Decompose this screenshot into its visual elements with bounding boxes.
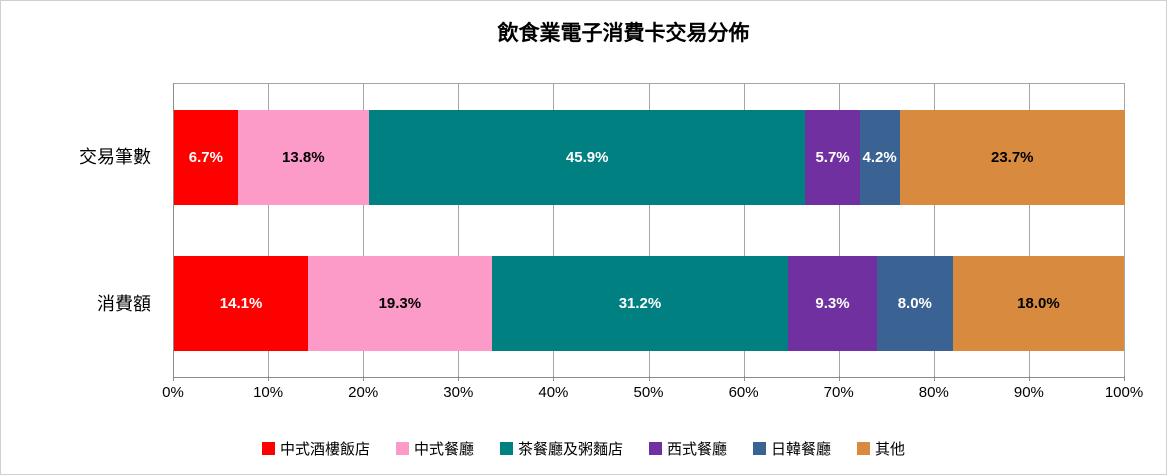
legend-swatch bbox=[649, 442, 662, 455]
axis-tick bbox=[173, 376, 174, 381]
x-tick-label: 80% bbox=[918, 384, 949, 401]
bar-segment: 18.0% bbox=[952, 256, 1124, 352]
legend-item: 茶餐廳及粥麵店 bbox=[499, 438, 623, 459]
segment-value-label: 45.9% bbox=[565, 148, 609, 166]
gridline bbox=[648, 84, 650, 377]
legend-label: 其他 bbox=[875, 441, 906, 458]
bar-segment: 23.7% bbox=[899, 109, 1125, 205]
gridline bbox=[933, 84, 935, 377]
legend-item: 日韓餐廳 bbox=[753, 438, 831, 459]
gridline bbox=[1028, 84, 1030, 377]
bar-segment: 5.7% bbox=[805, 109, 860, 205]
axis-tick bbox=[363, 376, 365, 381]
legend-label: 日韓餐廳 bbox=[771, 441, 832, 458]
bar-segment: 4.2% bbox=[859, 109, 900, 205]
gridline bbox=[838, 84, 840, 377]
axis-tick bbox=[1124, 376, 1125, 381]
segment-value-label: 14.1% bbox=[219, 295, 263, 313]
legend-label: 西式餐廳 bbox=[667, 441, 728, 458]
bar-row: 14.1% 19.3% 31.2% 9.3% 8.0% 18.0% bbox=[174, 256, 1125, 352]
segment-value-label: 6.7% bbox=[188, 148, 223, 166]
chart-title: 飲食業電子消費卡交易分佈 bbox=[497, 22, 750, 45]
legend-swatch bbox=[753, 442, 767, 455]
bar-segment: 19.3% bbox=[308, 256, 492, 352]
bar-segment: 13.8% bbox=[237, 109, 369, 205]
x-tick-label: 20% bbox=[348, 384, 379, 401]
segment-value-label: 4.2% bbox=[862, 148, 897, 166]
legend-label: 茶餐廳及粥麵店 bbox=[517, 441, 623, 458]
category-label: 交易筆數 bbox=[79, 147, 151, 168]
gridline bbox=[553, 84, 555, 377]
gridline bbox=[458, 84, 460, 377]
gridline bbox=[1124, 84, 1125, 377]
x-tick-label: 40% bbox=[538, 384, 569, 401]
legend-swatch bbox=[261, 442, 275, 455]
bar-segment: 14.1% bbox=[174, 256, 309, 352]
legend-item: 中式餐廳 bbox=[395, 438, 474, 459]
gridline bbox=[743, 84, 745, 377]
legend-label: 中式餐廳 bbox=[413, 441, 474, 458]
category-label: 消費額 bbox=[97, 293, 151, 314]
x-tick-label: 60% bbox=[728, 384, 759, 401]
legend-item: 西式餐廳 bbox=[649, 438, 727, 459]
segment-value-label: 5.7% bbox=[815, 148, 850, 166]
gridline bbox=[268, 84, 270, 377]
legend-label: 中式酒樓飯店 bbox=[279, 441, 370, 458]
legend-swatch bbox=[499, 442, 513, 455]
bar-row: 6.7% 13.8% 45.9% 5.7% 4.2% 23.7% bbox=[174, 109, 1125, 205]
segment-value-label: 18.0% bbox=[1017, 295, 1060, 313]
legend-item: 其他 bbox=[857, 438, 905, 459]
segment-value-label: 13.8% bbox=[282, 148, 325, 166]
x-tick-label: 0% bbox=[162, 384, 184, 401]
axis-tick bbox=[648, 376, 650, 381]
axis-tick bbox=[743, 376, 745, 381]
segment-value-label: 23.7% bbox=[990, 148, 1034, 166]
legend-item: 中式酒樓飯店 bbox=[261, 438, 370, 459]
segment-value-label: 8.0% bbox=[897, 295, 932, 313]
legend-swatch bbox=[395, 442, 409, 455]
bar-segment: 8.0% bbox=[876, 256, 953, 352]
x-tick-label: 50% bbox=[633, 384, 664, 401]
axis-tick bbox=[933, 376, 935, 381]
axis-tick bbox=[1028, 376, 1030, 381]
legend: 中式酒樓飯店 中式餐廳 茶餐廳及粥麵店 西式餐廳 日韓餐廳 其他 bbox=[1, 438, 1166, 459]
segment-value-label: 9.3% bbox=[815, 295, 850, 313]
bar-segment: 9.3% bbox=[788, 256, 877, 352]
plot-area: 6.7% 13.8% 45.9% 5.7% 4.2% 23.7% 14.1% 19.3% 31.… bbox=[173, 83, 1125, 378]
axis-tick bbox=[553, 376, 555, 381]
x-tick-label: 10% bbox=[253, 384, 284, 401]
legend-swatch bbox=[857, 442, 871, 455]
bar-segment: 45.9% bbox=[368, 109, 806, 205]
x-tick-label: 90% bbox=[1013, 384, 1044, 401]
x-tick-label: 70% bbox=[823, 384, 854, 401]
x-tick-label: 100% bbox=[1104, 384, 1144, 401]
axis-tick bbox=[268, 376, 270, 381]
segment-value-label: 31.2% bbox=[618, 295, 662, 313]
x-tick-label: 30% bbox=[443, 384, 474, 401]
bar-segment: 31.2% bbox=[491, 256, 789, 352]
axis-tick bbox=[838, 376, 840, 381]
bar-segment: 6.7% bbox=[174, 109, 238, 205]
segment-value-label: 19.3% bbox=[378, 295, 422, 313]
axis-tick bbox=[458, 376, 460, 381]
gridline bbox=[363, 84, 365, 377]
